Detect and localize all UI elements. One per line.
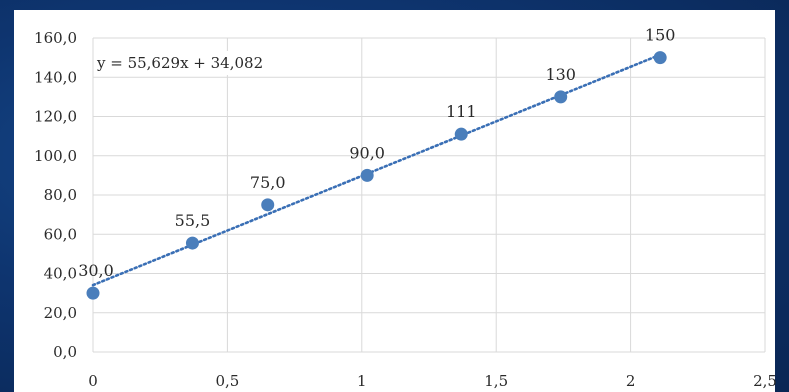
gridlines (92, 37, 766, 353)
data-label: 130 (545, 65, 576, 84)
x-tick-label: 0,5 (215, 372, 239, 390)
data-label: 30,0 (78, 261, 114, 280)
equation-box (94, 51, 299, 75)
data-label: 111 (446, 102, 477, 121)
data-point (454, 127, 468, 141)
x-axis-ticks: 0 0,5 1 1,5 2 2,5 (88, 372, 777, 390)
trendline-equation: y = 55,629x + 34,082 (96, 54, 263, 72)
data-label: 75,0 (250, 173, 286, 192)
y-tick-label: 80,0 (44, 186, 77, 204)
y-tick-label: 20,0 (44, 304, 77, 322)
y-tick-label: 140,0 (34, 68, 77, 86)
data-point (86, 286, 100, 300)
y-axis-ticks: 0,0 20,0 40,0 60,0 80,0 100,0 120,0 140,0 160,0 (34, 29, 77, 361)
x-tick-label: 0 (88, 372, 98, 390)
data-point (185, 236, 199, 250)
data-label: 55,5 (175, 211, 211, 230)
x-tick-label: 1 (357, 372, 367, 390)
x-tick-label: 2,5 (753, 372, 777, 390)
y-tick-label: 0,0 (53, 343, 77, 361)
data-point (653, 51, 667, 65)
x-tick-label: 1,5 (484, 372, 508, 390)
data-labels: 30,0 55,5 75,0 90,0 111 130 150 (78, 26, 675, 281)
y-tick-label: 100,0 (34, 147, 77, 165)
data-point (261, 198, 275, 212)
y-tick-label: 60,0 (44, 225, 77, 243)
data-point (360, 168, 374, 182)
data-label: 150 (645, 26, 676, 45)
y-tick-label: 160,0 (34, 29, 77, 47)
data-point (554, 90, 568, 104)
data-label: 90,0 (349, 143, 385, 162)
y-tick-label: 40,0 (44, 265, 77, 283)
x-tick-label: 2 (626, 372, 636, 390)
y-tick-label: 120,0 (34, 108, 77, 126)
data-points (86, 51, 667, 300)
